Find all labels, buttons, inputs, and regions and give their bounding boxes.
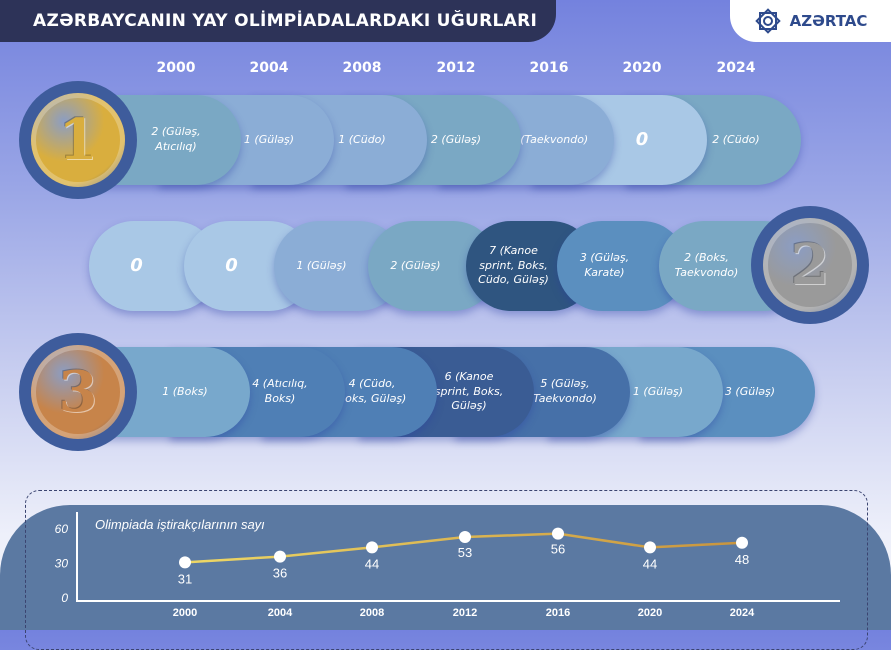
data-label: 44 <box>643 556 657 571</box>
y-tick-label: 60 <box>55 522 69 536</box>
data-point <box>366 541 378 554</box>
cell-text: 6 (Kanoe sprint, Boks, Güləş) <box>434 369 504 413</box>
cell-text: 2 (Güləş) <box>430 132 482 146</box>
cell-text: 3 (Güləş) <box>724 384 776 398</box>
data-point <box>644 541 656 554</box>
x-tick-label: 2004 <box>268 607 293 619</box>
cell-text: 2 (Cüdo) <box>712 132 760 146</box>
medal-number: 2 <box>763 218 857 312</box>
medal-number: 1 <box>31 93 125 187</box>
year-header: 2024 <box>716 60 756 76</box>
cell-text: 1 (Güləş) <box>632 384 684 398</box>
cell-text: 2 (Boks, Taekvondo) <box>674 251 739 279</box>
cell-text: 4 (Cüdo, Boks, Güləş) <box>337 377 407 405</box>
participants-chart: Olimpiada iştirakçılarının sayı 0 30 60 31 2… <box>55 517 755 619</box>
year-header: 2000 <box>156 60 196 76</box>
data-label: 53 <box>458 545 472 560</box>
gold-medal-icon: 1 <box>19 81 137 199</box>
data-point <box>459 531 471 544</box>
data-point <box>179 556 191 569</box>
cell-text: 2 (Güləş) <box>390 258 441 272</box>
cell-text: 2 (Güləş, Atıcılıq) <box>151 125 201 153</box>
y-tick-label: 0 <box>61 591 68 605</box>
y-tick-label: 30 <box>55 557 69 571</box>
cell-text: 0 <box>225 254 238 276</box>
data-label: 56 <box>551 542 565 557</box>
cell-text: 1 (Taekvondo) <box>509 132 589 146</box>
x-tick-label: 2020 <box>638 607 662 619</box>
cell-text: 1 (Güləş) <box>296 258 347 272</box>
cell-text: 4 (Atıcılıq, Boks) <box>252 377 308 405</box>
cell-text: 0 <box>635 128 649 150</box>
x-tick-label: 2000 <box>173 607 197 619</box>
logo: AZƏRTAC <box>730 0 891 42</box>
cell-text: 3 (Güləş, Karate) <box>579 251 630 279</box>
x-tick-label: 2012 <box>453 607 477 619</box>
cell-text: 7 (Kanoe sprint, Boks, Cüdo, Güləş) <box>478 243 549 287</box>
cell-text: 0 <box>130 254 143 276</box>
chart-title: Olimpiada iştirakçılarının sayı <box>95 517 265 532</box>
silver-medal-icon: 2 <box>751 206 869 324</box>
cell-text: 1 (Güləş) <box>243 132 295 146</box>
chart-panel <box>0 505 891 630</box>
cell-text: 1 (Cüdo) <box>338 132 386 146</box>
data-label: 48 <box>735 552 749 567</box>
data-point <box>552 527 564 540</box>
cell-text: 5 (Güləş, Taekvondo) <box>533 377 597 405</box>
x-tick-label: 2024 <box>730 607 755 619</box>
azertac-emblem-icon <box>754 8 781 34</box>
page-title: AZƏRBAYCANIN YAY OLİMPİADALARDAKI UĞURLA… <box>0 0 556 42</box>
year-header: 2004 <box>249 60 289 76</box>
bronze-medal-icon: 3 <box>19 333 137 451</box>
year-header: 2012 <box>436 60 476 76</box>
x-tick-label: 2008 <box>360 607 384 619</box>
data-label: 36 <box>273 566 287 581</box>
x-tick-label: 2016 <box>546 607 570 619</box>
cell-text: 1 (Boks) <box>162 384 208 398</box>
data-label: 31 <box>178 571 192 586</box>
data-point <box>736 536 748 549</box>
data-label: 44 <box>365 556 379 571</box>
year-header: 2008 <box>342 60 382 76</box>
logo-text: AZƏRTAC <box>789 12 868 30</box>
medal-number: 3 <box>31 345 125 439</box>
data-point <box>274 550 286 563</box>
year-header: 2016 <box>529 60 569 76</box>
year-header: 2020 <box>622 60 662 76</box>
